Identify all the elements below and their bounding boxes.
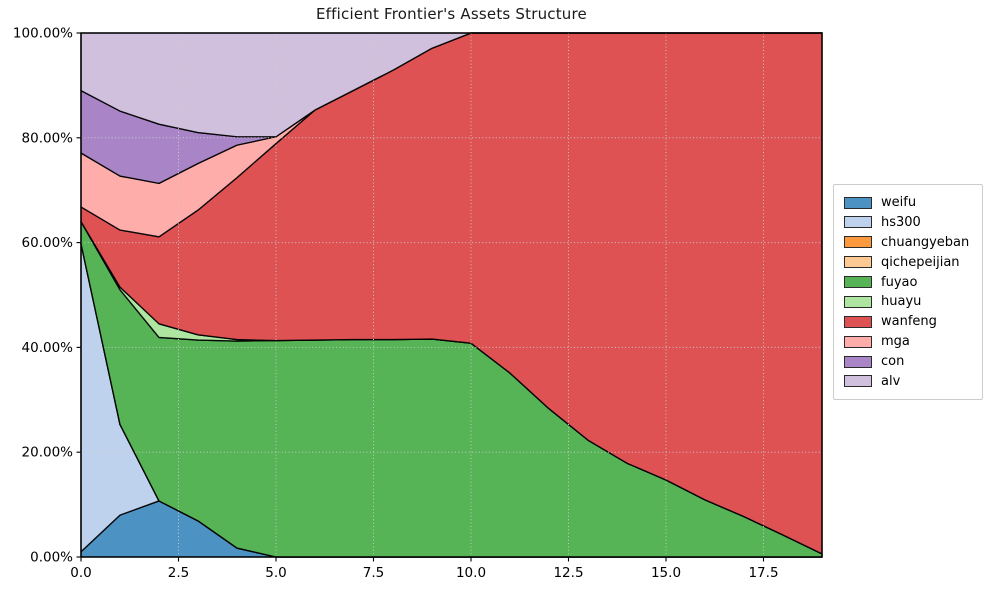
x-tick-label: 10.0	[456, 565, 486, 581]
chart-title: Efficient Frontier's Assets Structure	[316, 5, 587, 23]
y-tick-label: 80.00%	[22, 130, 74, 146]
legend-item-wanfeng: wanfeng	[844, 313, 972, 330]
legend-label-weifu: weifu	[881, 195, 917, 210]
y-tick-label: 40.00%	[22, 340, 74, 356]
legend-item-alv: alv	[844, 373, 972, 390]
y-tick-label: 100.00%	[13, 26, 73, 42]
x-tick-label: 17.5	[748, 565, 778, 581]
legend-label-wanfeng: wanfeng	[881, 314, 937, 330]
y-tick-label: 20.00%	[22, 445, 74, 461]
x-tick-label: 12.5	[553, 565, 583, 581]
area-series-group	[80, 32, 823, 558]
x-tick-label: 15.0	[651, 565, 681, 581]
plot-border	[80, 32, 823, 558]
legend-label-con: con	[881, 354, 905, 369]
y-tick-label: 60.00%	[22, 235, 74, 251]
legend-item-huayu: huayu	[844, 293, 972, 310]
ticks	[76, 32, 765, 562]
legend-swatch-huayu	[844, 295, 872, 308]
legend-item-qichepeijian: qichepeijian	[844, 254, 972, 271]
legend-item-hs300: hs300	[844, 214, 972, 231]
legend: weifu hs300 chuangyeban qichepeijian fuyao hu…	[833, 184, 983, 400]
legend-label-huayu: huayu	[881, 294, 922, 310]
tick-labels: 0.0 2.5 5.0 7.5 10.0 12.5 15.0 17.5 0.00% 20.00% 4…	[13, 26, 779, 582]
legend-item-con: con	[844, 353, 972, 370]
legend-label-hs300: hs300	[881, 214, 921, 230]
legend-swatch-weifu	[844, 196, 872, 209]
legend-label-fuyao: fuyao	[881, 274, 918, 290]
legend-swatch-fuyao	[844, 276, 872, 288]
y-tick-label: 0.00%	[30, 550, 73, 566]
x-tick-label: 5.0	[265, 565, 286, 581]
legend-item-fuyao: fuyao	[844, 274, 972, 291]
x-tick-label: 2.5	[168, 565, 189, 581]
legend-label-alv: alv	[881, 373, 901, 389]
legend-swatch-mga	[844, 335, 872, 348]
legend-swatch-chuangyeban	[844, 236, 872, 249]
legend-label-mga: mga	[881, 334, 910, 350]
legend-item-weifu: weifu	[844, 194, 972, 211]
legend-swatch-alv	[844, 375, 872, 388]
legend-label-qichepeijian: qichepeijian	[881, 254, 960, 270]
legend-swatch-hs300	[844, 216, 872, 229]
legend-item-chuangyeban: chuangyeban	[844, 234, 972, 251]
legend-swatch-con	[844, 355, 872, 368]
legend-swatch-wanfeng	[844, 315, 872, 328]
x-tick-label: 0.0	[70, 565, 91, 581]
x-tick-label: 7.5	[363, 565, 384, 581]
legend-swatch-qichepeijian	[844, 256, 872, 269]
legend-item-mga: mga	[844, 333, 972, 350]
legend-label-chuangyeban: chuangyeban	[881, 234, 970, 250]
